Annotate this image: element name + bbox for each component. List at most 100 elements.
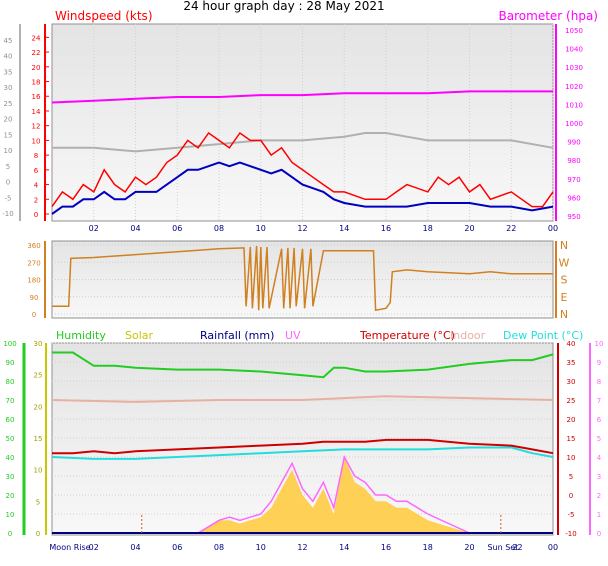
windspeed-tick-label: 14 bbox=[32, 108, 41, 116]
wind-outer-tick-label: 10 bbox=[4, 147, 13, 155]
humidity-tick-label: 70 bbox=[6, 397, 15, 405]
temp-x-tick-label: 00 bbox=[548, 543, 558, 552]
direction-tick-label: 360 bbox=[27, 242, 40, 250]
solar-area bbox=[52, 457, 553, 533]
temp-x-tick-label: 06 bbox=[172, 543, 182, 552]
windspeed-tick-label: 0 bbox=[34, 211, 38, 219]
solar-tick-label: 30 bbox=[34, 340, 43, 348]
windspeed-tick-label: 2 bbox=[34, 196, 38, 204]
barometer-tick-label: 1000 bbox=[565, 120, 583, 128]
wind-direction-line bbox=[52, 245, 553, 312]
windspeed-tick-label: 20 bbox=[32, 64, 41, 72]
temperature-tick-label: 10 bbox=[567, 454, 576, 462]
wind-x-tick-label: 16 bbox=[381, 224, 391, 233]
compass-tick-label: N bbox=[560, 239, 568, 252]
wind-outer-tick-label: 15 bbox=[4, 131, 13, 139]
temp-x-tick-label: 18 bbox=[423, 543, 433, 552]
direction-tick-label: 90 bbox=[30, 294, 39, 302]
dew_point-line bbox=[51, 446, 554, 460]
temp-x-tick-label: 16 bbox=[381, 543, 391, 552]
humidity-tick-label: 50 bbox=[6, 435, 15, 443]
temperature-tick-label: -10 bbox=[565, 530, 576, 538]
wind-x-tick-label: 08 bbox=[214, 224, 224, 233]
legend-rainfall: Rainfall (mm) bbox=[200, 329, 274, 342]
wind-x-tick-label: 02 bbox=[89, 224, 99, 233]
wind-outer-tick-label: 45 bbox=[4, 37, 13, 45]
direction-tick-label: 0 bbox=[32, 311, 36, 319]
temp-x-tick-label: 04 bbox=[130, 543, 140, 552]
temperature-tick-label: 20 bbox=[567, 416, 576, 424]
temp-x-tick-label: 22 bbox=[512, 543, 522, 552]
temp-x-tick-label: Sun Set bbox=[487, 543, 518, 552]
humidity-tick-label: 30 bbox=[6, 473, 15, 481]
windspeed-tick-label: 24 bbox=[32, 34, 41, 42]
humidity-tick-label: 20 bbox=[6, 492, 15, 500]
humidity-tick-label: 100 bbox=[3, 340, 16, 348]
humidity-tick-label: 40 bbox=[6, 454, 15, 462]
barometer-line bbox=[51, 90, 553, 104]
windspeed-tick-label: 22 bbox=[32, 49, 41, 57]
windspeed-tick-label: 4 bbox=[34, 182, 39, 190]
windspeed-tick-label: 16 bbox=[32, 93, 41, 101]
wind-x-tick-label: 10 bbox=[256, 224, 266, 233]
temperature-tick-label: 0 bbox=[569, 492, 573, 500]
uv-tick-label: 8 bbox=[597, 378, 601, 386]
windspeed-tick-label: 8 bbox=[34, 152, 38, 160]
legend-temperature: Temperature (°C) bbox=[359, 329, 455, 342]
compass-tick-label: S bbox=[561, 274, 568, 287]
solar-tick-label: 25 bbox=[34, 372, 43, 380]
uv-tick-label: 4 bbox=[597, 454, 602, 462]
wind-outer-tick-label: 35 bbox=[4, 68, 13, 76]
humidity-tick-label: 10 bbox=[6, 511, 15, 519]
wind-x-tick-label: 14 bbox=[339, 224, 349, 233]
direction-tick-label: 270 bbox=[27, 259, 40, 267]
barometer-tick-label: 980 bbox=[567, 157, 580, 165]
solar-tick-label: 15 bbox=[34, 435, 43, 443]
humidity-tick-label: 80 bbox=[6, 378, 15, 386]
temperature-tick-label: 5 bbox=[569, 473, 573, 481]
barometer-tick-label: 1040 bbox=[565, 46, 583, 54]
legend-indoor: Indoor bbox=[450, 329, 486, 342]
compass-tick-label: E bbox=[561, 291, 568, 304]
wind-outer-tick-label: 20 bbox=[4, 116, 13, 124]
temperature-tick-label: 30 bbox=[567, 378, 576, 386]
wind-outer-tick-label: 25 bbox=[4, 100, 13, 108]
temperature-line bbox=[52, 438, 554, 455]
windspeed-tick-label: 18 bbox=[32, 79, 41, 87]
chart-layer: 454035302520151050-5-1024222018161412108… bbox=[2, 9, 603, 552]
temp-x-tick-label: 20 bbox=[464, 543, 474, 552]
gust_grey-line bbox=[52, 132, 554, 153]
humidity-tick-label: 60 bbox=[6, 416, 15, 424]
wind-x-tick-label: 20 bbox=[464, 224, 474, 233]
wind-outer-tick-label: 30 bbox=[4, 84, 13, 92]
solar-tick-label: 10 bbox=[34, 467, 43, 475]
windspeed-axis-label: Windspeed (kts) bbox=[55, 9, 153, 23]
wind-x-tick-label: 04 bbox=[130, 224, 140, 233]
humidity-tick-label: 90 bbox=[6, 359, 15, 367]
temperature-tick-label: 40 bbox=[567, 340, 576, 348]
legend-solar: Solar bbox=[125, 329, 154, 342]
barometer-tick-label: 1020 bbox=[565, 83, 583, 91]
chart-title: 24 hour graph day : 28 May 2021 bbox=[183, 0, 384, 13]
solar-tick-label: 5 bbox=[36, 498, 40, 506]
barometer-axis-label: Barometer (hpa) bbox=[499, 9, 598, 23]
barometer-tick-label: 1010 bbox=[565, 101, 583, 109]
avg_wind-line bbox=[51, 161, 554, 215]
temperature-tick-label: 35 bbox=[567, 359, 576, 367]
wind-line bbox=[51, 131, 554, 208]
direction-tick-label: 180 bbox=[27, 277, 40, 285]
uv-tick-label: 3 bbox=[597, 473, 601, 481]
temp-x-tick-label: 02 bbox=[89, 543, 99, 552]
temp-x-tick-label: 08 bbox=[214, 543, 224, 552]
temp-x-tick-label: 10 bbox=[256, 543, 266, 552]
uv-tick-label: 2 bbox=[597, 492, 601, 500]
uv-tick-label: 10 bbox=[595, 340, 604, 348]
wind-x-tick-label: 18 bbox=[423, 224, 433, 233]
temp-x-tick-label: 12 bbox=[297, 543, 307, 552]
compass-tick-label: W bbox=[559, 256, 570, 269]
temperature-tick-label: 15 bbox=[567, 435, 576, 443]
legend-uv: UV bbox=[285, 329, 301, 342]
uv-line bbox=[52, 454, 553, 534]
